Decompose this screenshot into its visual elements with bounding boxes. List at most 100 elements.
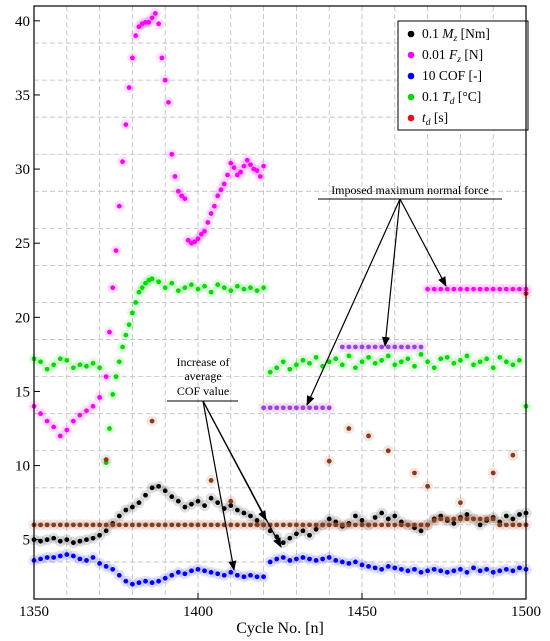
- data-point: [97, 532, 102, 538]
- data-point: [182, 285, 188, 291]
- data-point: [169, 572, 175, 578]
- y-tick-label: 5: [23, 533, 31, 549]
- data-point: [169, 522, 175, 528]
- data-point: [294, 362, 299, 368]
- data-point: [130, 581, 135, 587]
- data-point: [238, 169, 244, 175]
- data-point: [189, 522, 194, 528]
- data-point: [195, 566, 201, 572]
- data-point: [51, 555, 57, 560]
- data-point: [254, 288, 260, 294]
- data-point: [444, 354, 450, 360]
- data-point: [103, 374, 109, 380]
- data-point: [431, 365, 437, 371]
- data-point: [208, 522, 214, 528]
- data-point: [385, 353, 391, 359]
- data-point: [484, 566, 490, 572]
- data-point: [412, 344, 417, 350]
- data-point: [149, 276, 155, 282]
- data-point: [254, 168, 260, 173]
- data-point: [280, 405, 286, 411]
- data-point: [149, 485, 155, 491]
- data-point: [477, 359, 483, 365]
- data-point: [182, 504, 188, 510]
- data-point: [241, 286, 247, 292]
- data-points: [28, 7, 532, 590]
- data-point: [398, 359, 404, 365]
- data-point: [234, 522, 240, 528]
- data-point: [372, 522, 378, 528]
- data-point: [379, 357, 385, 363]
- data-point: [490, 569, 496, 575]
- data-point: [425, 522, 430, 528]
- data-point: [326, 359, 332, 365]
- data-point: [464, 286, 470, 292]
- data-point: [175, 498, 181, 504]
- data-point: [353, 365, 358, 371]
- data-point: [208, 211, 214, 216]
- data-point: [366, 344, 371, 350]
- data-point: [84, 537, 89, 543]
- data-point: [175, 188, 181, 194]
- data-point: [208, 289, 214, 295]
- data-point: [103, 522, 109, 528]
- data-point: [215, 571, 221, 577]
- data-point: [425, 286, 430, 292]
- data-point: [97, 365, 102, 371]
- data-point: [38, 411, 43, 417]
- data-point: [120, 159, 125, 165]
- data-point: [162, 575, 168, 581]
- data-point: [280, 555, 286, 560]
- data-point: [458, 516, 463, 522]
- y-tick-label: 35: [15, 88, 30, 104]
- data-point: [339, 522, 345, 528]
- data-point: [225, 172, 230, 178]
- data-point: [418, 522, 424, 528]
- data-point: [503, 359, 509, 365]
- data-point: [497, 522, 503, 528]
- data-point: [84, 363, 89, 369]
- data-point: [103, 563, 109, 569]
- data-point: [84, 558, 89, 563]
- data-point: [152, 11, 158, 16]
- data-point: [90, 360, 96, 366]
- legend-marker: [407, 72, 415, 80]
- data-point: [313, 526, 319, 532]
- data-point: [477, 568, 483, 574]
- data-point: [77, 412, 83, 418]
- annotation-imposed-force: Imposed maximum normal force: [331, 183, 489, 197]
- data-point: [215, 282, 221, 288]
- data-point: [202, 522, 207, 528]
- data-point: [51, 424, 57, 430]
- data-point: [202, 503, 207, 509]
- data-point: [44, 537, 50, 543]
- data-point: [198, 231, 204, 237]
- data-point: [517, 357, 522, 363]
- data-point: [359, 359, 365, 365]
- data-point: [70, 553, 76, 559]
- data-point: [156, 522, 162, 528]
- data-point: [51, 535, 57, 541]
- data-point: [320, 405, 326, 411]
- data-point: [202, 568, 207, 574]
- x-tick-label: 1350: [19, 604, 49, 620]
- data-point: [38, 556, 43, 562]
- data-point: [267, 559, 273, 565]
- data-point: [175, 522, 181, 528]
- data-point: [146, 19, 152, 25]
- data-point: [136, 522, 142, 528]
- data-point: [38, 359, 43, 365]
- data-point: [372, 515, 378, 520]
- data-point: [195, 286, 201, 292]
- annotation-cof-arrow-1: [202, 400, 237, 571]
- data-point: [212, 203, 217, 209]
- data-point: [84, 408, 89, 414]
- series-6: [100, 415, 519, 509]
- data-point: [149, 418, 155, 424]
- data-point: [490, 470, 496, 476]
- data-point: [107, 426, 112, 431]
- data-point: [143, 280, 148, 286]
- data-point: [412, 566, 417, 572]
- data-point: [484, 516, 490, 522]
